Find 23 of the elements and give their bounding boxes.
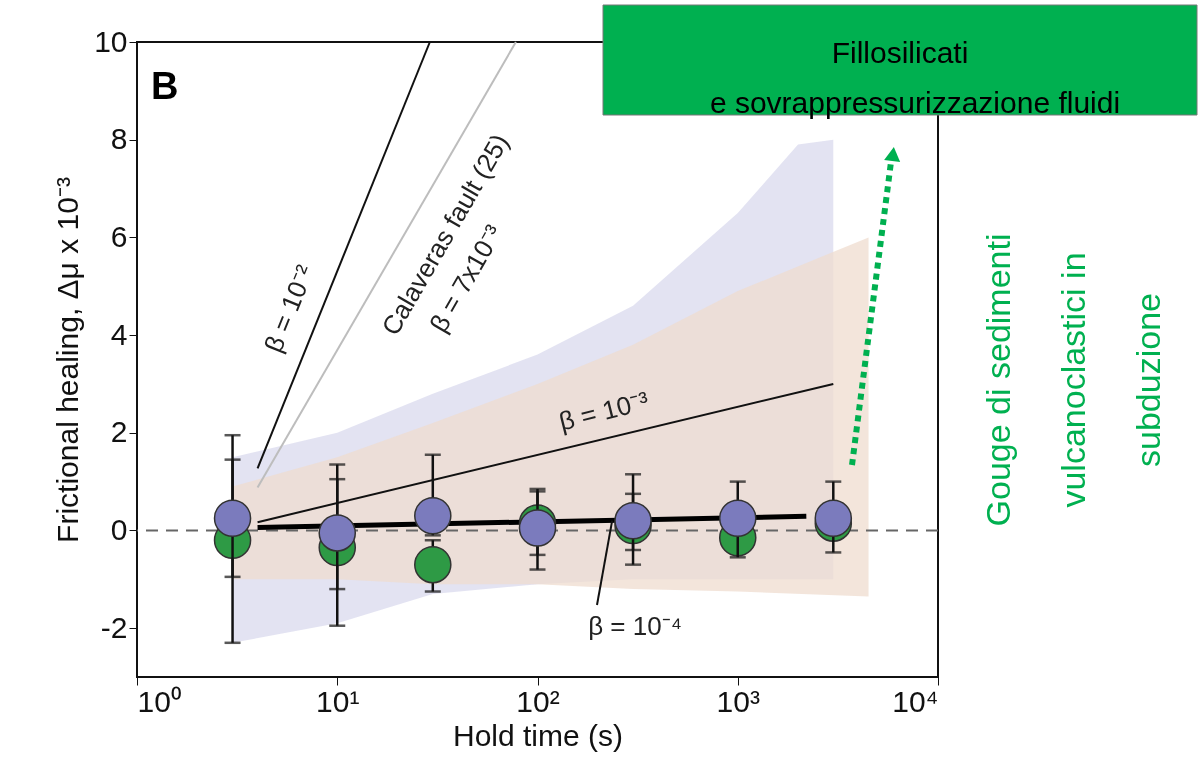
annotation: β = 10⁻²: [258, 260, 321, 357]
annotation: e sovrappressurizzazione fluidi: [709, 86, 1121, 119]
annotation: Fillosilicati: [831, 36, 969, 69]
annotation: B: [151, 65, 179, 107]
x-tick-label: 10⁴: [892, 684, 939, 718]
x-tick-label: 10¹: [316, 684, 360, 718]
y-tick-label: 6: [110, 219, 128, 253]
y-axis-title: Frictional healing, Δμ x 10⁻³: [51, 177, 85, 543]
text: vulcanoclastici in: [1054, 252, 1092, 508]
text: subduzione: [1129, 293, 1167, 467]
annotation: β = 10⁻⁴: [588, 611, 682, 641]
annotation: β = 10⁻³: [555, 385, 652, 437]
y-tick-label: -2: [100, 610, 128, 644]
x-axis-title: Hold time (s): [452, 718, 624, 752]
text: Gouge di sedimenti: [979, 233, 1017, 527]
y-tick-label: 2: [110, 415, 128, 449]
y-tick-label: 4: [110, 317, 128, 351]
x-tick-label: 10³: [716, 684, 760, 718]
y-tick-label: 8: [110, 122, 128, 156]
x-tick-label: 10⁰: [137, 684, 182, 718]
y-tick-label: 0: [110, 512, 128, 546]
y-tick-label: 10: [94, 24, 128, 58]
x-tick-label: 10²: [516, 684, 560, 718]
